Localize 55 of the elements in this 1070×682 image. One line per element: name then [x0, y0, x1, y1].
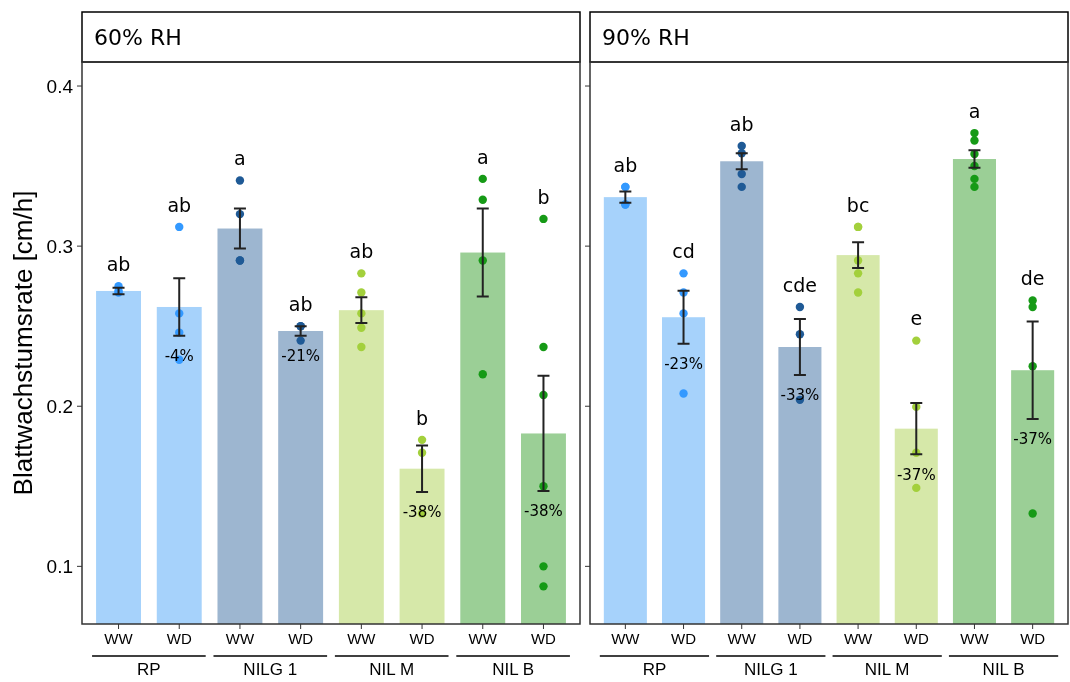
- y-tick-label: 0.4: [46, 75, 74, 97]
- annotation: ab: [613, 153, 638, 176]
- annotation: e: [910, 307, 923, 330]
- annotation: -23%: [664, 354, 703, 373]
- y-axis-title: Blattwachstumsrate [cm/h]: [8, 190, 38, 496]
- annotation: -38%: [524, 502, 563, 521]
- chart-title: 60% RH: [94, 24, 182, 50]
- x-axis-title: NIL M: [369, 660, 415, 679]
- x-axis-title: RP: [137, 660, 161, 679]
- annotation: b: [537, 185, 550, 208]
- x-axis-title: NIL B: [982, 660, 1025, 679]
- annotation: de: [1020, 267, 1045, 290]
- x-tick-label: WD: [1020, 630, 1046, 647]
- y-tick-label: 0.3: [46, 235, 73, 257]
- annotation: ab: [288, 292, 313, 315]
- x-tick-label: WD: [288, 630, 314, 647]
- x-tick-label: WW: [960, 630, 990, 647]
- annotation: b: [416, 406, 429, 429]
- x-axis-title: NILG 1: [243, 660, 298, 679]
- x-tick-label: WD: [671, 630, 697, 647]
- annotation: ab: [167, 193, 192, 216]
- annotation: a: [968, 99, 981, 122]
- x-tick-label: WW: [347, 630, 377, 647]
- annotation: -37%: [1013, 430, 1053, 449]
- annotation: bc: [846, 193, 870, 216]
- annotation: -21%: [281, 347, 321, 366]
- x-tick-label: WW: [468, 630, 498, 647]
- annotation: -4%: [164, 347, 194, 366]
- annotation: cd: [672, 240, 695, 262]
- x-tick-label: WD: [787, 630, 813, 647]
- x-tick-label: WW: [727, 630, 757, 647]
- x-tick-label: WW: [843, 630, 874, 647]
- x-tick-label: WD: [903, 630, 929, 647]
- x-axis-title: NIL M: [864, 660, 910, 679]
- x-tick-label: WW: [611, 630, 641, 647]
- x-axis-title: NIL B: [492, 660, 535, 679]
- annotation: ab: [349, 240, 374, 262]
- annotation: ab: [106, 252, 131, 275]
- x-tick-label: WW: [225, 630, 255, 647]
- x-axis-title: RP: [642, 660, 667, 679]
- annotation: a: [476, 145, 489, 168]
- annotation: -33%: [780, 386, 820, 405]
- annotation: cde: [782, 273, 818, 296]
- x-tick-label: WW: [104, 630, 134, 647]
- x-tick-label: WD: [530, 630, 557, 647]
- y-tick-label: 0.2: [46, 395, 73, 417]
- annotation: -37%: [896, 465, 936, 484]
- annotation: -38%: [402, 503, 442, 522]
- x-tick-label: WD: [166, 630, 192, 647]
- annotation: a: [234, 147, 246, 170]
- chart-title: 90% RH: [602, 24, 690, 50]
- x-axis-title: NILG 1: [743, 660, 798, 679]
- y-tick-label: 0.1: [46, 556, 73, 578]
- annotation: ab: [729, 112, 754, 135]
- x-tick-label: WD: [409, 630, 435, 647]
